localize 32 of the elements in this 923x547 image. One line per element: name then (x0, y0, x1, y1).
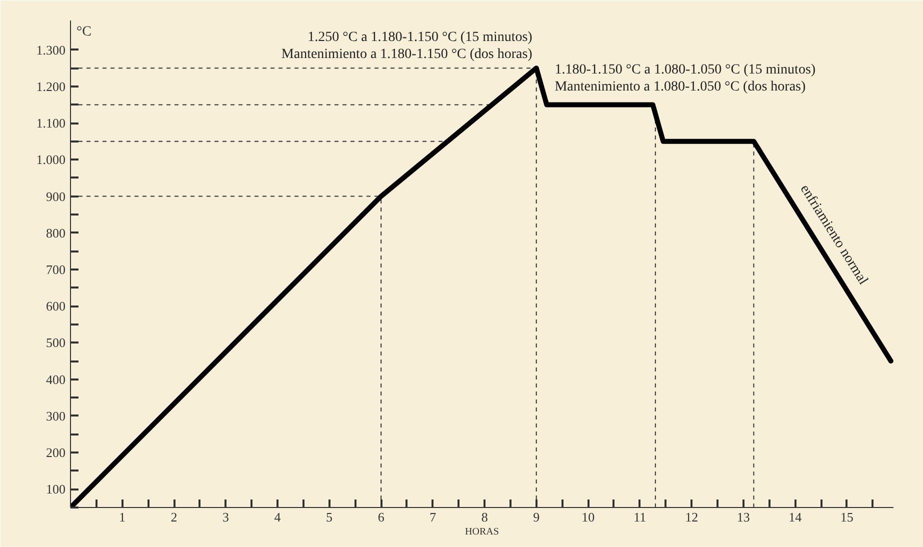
annotation: 1.250 °C a 1.180-1.150 °C (15 minutos) Mantenimiento a 1.180-1.150 °C (dos horas) (281, 30, 533, 62)
y-tick-label: 700 (46, 262, 66, 277)
y-tick-label: 100 (46, 482, 66, 497)
x-tick-label: 4 (274, 510, 282, 524)
x-tick-label: 8 (481, 510, 488, 524)
y-tick-label: 1.200 (36, 78, 66, 94)
x-axis-title: HORAS (465, 526, 499, 538)
x-tick-label: 11 (634, 510, 646, 524)
x-tick-label: 1 (119, 510, 126, 524)
x-tick-label: 5 (326, 510, 333, 524)
y-tick-label: 900 (46, 188, 66, 204)
x-tick-label: 13 (736, 510, 750, 524)
x-tick-label: 12 (685, 510, 698, 524)
y-tick-label: 500 (46, 335, 66, 350)
x-tick-label: 14 (788, 510, 802, 524)
x-tick-label: 9 (533, 510, 540, 524)
y-tick-label: 400 (46, 372, 66, 387)
y-tick-label: 1.000 (36, 152, 66, 168)
x-tick-label: 3 (222, 510, 230, 524)
x-tick-label: 10 (582, 510, 595, 524)
y-tick-label: 1.300 (36, 42, 66, 58)
x-tick-label: 6 (378, 510, 385, 524)
y-axis-title: °C (76, 24, 92, 40)
y-tick-label: 200 (46, 445, 66, 460)
y-tick-label: 800 (46, 225, 66, 240)
y-tick-label: 300 (46, 408, 66, 424)
y-tick-label: 1.100 (36, 116, 66, 131)
x-tick-label: 2 (170, 510, 178, 524)
x-tick-label: 15 (840, 510, 854, 524)
annotation: 1.180-1.150 °C a 1.080-1.050 °C (15 minutos) Mantenimiento a 1.080-1.050 °C (dos horas) (554, 62, 816, 95)
x-tick-label: 7 (430, 510, 437, 524)
y-tick-label: 600 (46, 298, 66, 314)
